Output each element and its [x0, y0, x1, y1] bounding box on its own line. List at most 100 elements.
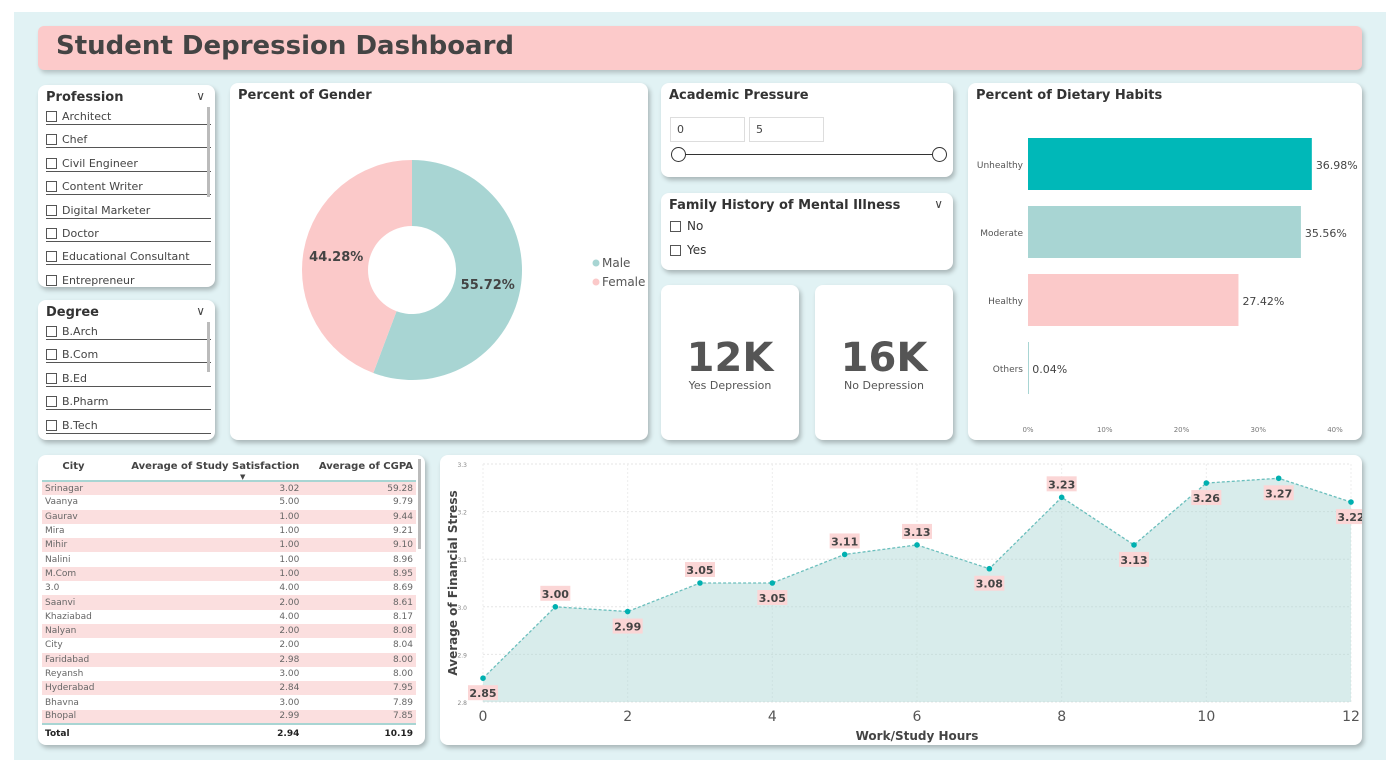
degree-slicer: Degree ∨ B.Arch B.Com B.Ed B.Pharm B.Tech: [38, 300, 215, 440]
slicer-item[interactable]: Chef: [46, 133, 211, 149]
table-row[interactable]: City 2.00 8.04: [42, 638, 416, 652]
data-label: 3.05: [759, 592, 786, 605]
y-tick-label: 3.0: [457, 605, 467, 612]
table-row[interactable]: Reyansh 3.00 8.00: [42, 667, 416, 681]
table-cell: 9.79: [392, 497, 413, 508]
column-header[interactable]: City: [42, 457, 105, 482]
legend-marker: [592, 278, 600, 286]
data-point: [1058, 494, 1065, 501]
table-cell: 2.98: [104, 652, 303, 667]
bar-moderate: [1028, 206, 1301, 258]
checkbox[interactable]: [670, 220, 681, 232]
checkbox[interactable]: [46, 372, 57, 384]
x-tick-label: 40%: [1327, 426, 1343, 434]
financial-stress-chart-panel: 2.8 2.9 3.0 3.1 3.2 3.3 0 2 4 6 8 10 12 2.85 3.00 2.99 3…: [440, 455, 1362, 745]
checkbox[interactable]: [46, 419, 57, 431]
table-cell: 7.89: [392, 697, 413, 708]
slicer-item[interactable]: B.Com: [46, 348, 211, 364]
table-row[interactable]: Gaurav 1.00 9.44: [42, 509, 416, 524]
slicer-item[interactable]: Content Writer: [46, 180, 211, 196]
table-row[interactable]: Saanvi 2.00 8.61: [42, 595, 416, 610]
checkbox[interactable]: [46, 326, 57, 337]
option-yes[interactable]: Yes: [670, 243, 706, 257]
dietary-bar-chart: 0% 10% 20% 30% 40% Unhealthy 36.98% Moderate 35.…: [977, 138, 1358, 434]
table-row[interactable]: Vaanya 5.00 9.79: [42, 495, 416, 509]
table-cell: 8.17: [392, 611, 413, 622]
dietary-chart-panel: Percent of Dietary Habits 0% 10% 20% 30% 40%…: [968, 83, 1362, 440]
x-tick-label: 10: [1197, 709, 1215, 725]
slider-max-handle[interactable]: [932, 147, 947, 162]
table-row[interactable]: M.Com 1.00 8.95: [42, 566, 416, 582]
checkbox[interactable]: [46, 111, 57, 122]
table-row[interactable]: Mira 1.00 9.21: [42, 524, 416, 538]
table-row[interactable]: Mihir 1.00 9.10: [42, 538, 416, 553]
max-input[interactable]: 5: [749, 117, 824, 142]
checkbox[interactable]: [46, 228, 57, 239]
table-row[interactable]: Bhopal 2.99 7.85: [42, 709, 416, 725]
slicer-item[interactable]: B.Pharm: [46, 395, 211, 411]
chevron-down-icon[interactable]: ∨: [196, 89, 205, 103]
checkbox[interactable]: [46, 274, 57, 286]
table-cell: 8.95: [302, 566, 416, 582]
scrollbar[interactable]: [207, 107, 210, 197]
table-cell: 3.02: [104, 481, 303, 496]
chevron-down-icon[interactable]: ∨: [934, 197, 943, 211]
category-label: Others: [993, 365, 1024, 375]
sort-desc-icon[interactable]: ▼: [240, 473, 246, 481]
checkbox[interactable]: [46, 396, 57, 408]
slicer-item-label: B.Tech: [62, 418, 98, 432]
data-label: 3.11: [831, 535, 858, 548]
table-row[interactable]: Srinagar 3.02 59.28: [42, 481, 416, 496]
slicer-item-label: Digital Marketer: [62, 203, 151, 217]
data-label: 3.23: [1048, 478, 1075, 491]
table-cell: 9.21: [392, 526, 413, 537]
y-tick-label: 2.9: [457, 652, 467, 659]
slicer-item[interactable]: Architect: [46, 110, 211, 125]
table-cell: 1.00: [279, 526, 300, 537]
table-row[interactable]: Faridabad 2.98 8.00: [42, 652, 416, 667]
data-label: 3.13: [903, 526, 930, 539]
scrollbar[interactable]: [207, 322, 210, 372]
slicer-item-label: Civil Engineer: [62, 156, 138, 170]
checkbox[interactable]: [46, 134, 57, 146]
slicer-item[interactable]: Educational Consultant: [46, 250, 211, 266]
total-cell: 10.19: [302, 723, 416, 743]
slider-min-handle[interactable]: [671, 147, 686, 162]
table-cell: 2.84: [104, 681, 303, 696]
slicer-item[interactable]: Doctor: [46, 227, 211, 242]
y-tick-label: 3.1: [457, 557, 467, 564]
table-row[interactable]: Bhavna 3.00 7.89: [42, 695, 416, 709]
slicer-item[interactable]: B.Tech: [46, 419, 211, 434]
slicer-item[interactable]: Entrepreneur: [46, 274, 211, 287]
checkbox[interactable]: [670, 244, 681, 256]
data-label: 3.13: [1120, 554, 1147, 567]
checkbox[interactable]: [46, 251, 57, 263]
slicer-item-label: Content Writer: [62, 180, 143, 194]
table-row[interactable]: 3.0 4.00 8.69: [42, 581, 416, 595]
column-header[interactable]: Average of CGPA: [302, 457, 416, 482]
option-no[interactable]: No: [670, 219, 703, 233]
table-row[interactable]: Hyderabad 2.84 7.95: [42, 681, 416, 696]
table-cell: 1.00: [104, 509, 303, 524]
slicer-item[interactable]: B.Ed: [46, 372, 211, 387]
academic-title: Academic Pressure: [669, 88, 809, 103]
scrollbar[interactable]: [418, 459, 421, 549]
checkbox[interactable]: [46, 157, 57, 169]
checkbox[interactable]: [46, 204, 57, 216]
slicer-item[interactable]: Digital Marketer: [46, 204, 211, 219]
checkbox[interactable]: [46, 181, 57, 193]
x-tick-label: 10%: [1097, 426, 1113, 434]
column-header[interactable]: Average of Study Satisfaction: [104, 457, 303, 482]
slicer-item[interactable]: B.Arch: [46, 325, 211, 340]
checkbox[interactable]: [46, 349, 57, 361]
min-input[interactable]: 0: [670, 117, 745, 142]
table-cell: 9.44: [302, 509, 416, 524]
slicer-item[interactable]: Civil Engineer: [46, 157, 211, 172]
data-label: 3.05: [686, 564, 713, 577]
table-row[interactable]: Nalyan 2.00 8.08: [42, 623, 416, 639]
card-value: 16K: [840, 335, 928, 381]
slicer-item-label: Architect: [62, 110, 112, 123]
table-row[interactable]: Khaziabad 4.00 8.17: [42, 610, 416, 624]
chevron-down-icon[interactable]: ∨: [196, 304, 205, 318]
table-row[interactable]: Nalini 1.00 8.96: [42, 552, 416, 566]
